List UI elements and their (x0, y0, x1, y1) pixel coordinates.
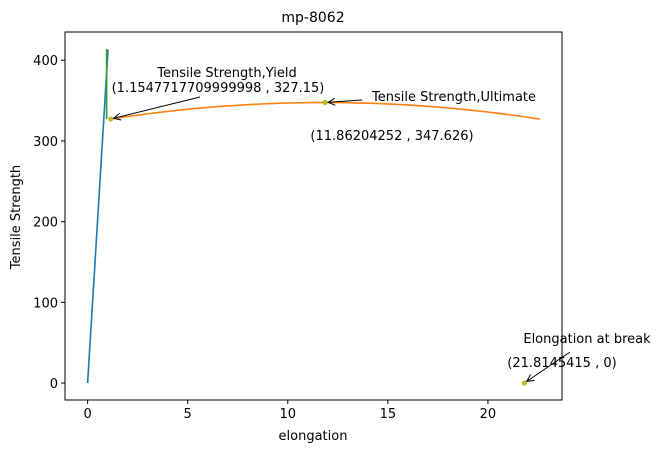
x-tick-label: 5 (184, 407, 192, 422)
data-point-3 (521, 380, 527, 386)
y-axis-label: Tensile Strength (9, 165, 24, 270)
annotation-coords-1: (1.1547717709999998 , 327.15) (112, 81, 325, 96)
x-tick-label: 0 (83, 407, 91, 422)
y-tick-label: 400 (33, 54, 58, 69)
annotation-arrow-1 (113, 96, 201, 119)
annotation-coords-3: (21.8145415 , 0) (507, 356, 616, 371)
annotation-arrowhead-3 (525, 374, 535, 382)
annotation-label-2: Tensile Strength,Ultimate (371, 90, 536, 105)
x-tick-label: 10 (280, 407, 297, 422)
y-tick-label: 300 (33, 135, 58, 150)
annotation-arrow-3 (526, 351, 571, 382)
annotation-coords-2: (11.86204252 , 347.626) (310, 129, 473, 144)
annotation-arrowhead-1 (112, 112, 122, 121)
axes-frame (64, 31, 563, 401)
y-tick-label: 200 (33, 216, 58, 231)
series-line-1 (86, 49, 109, 384)
annotation-arrow-2 (328, 99, 363, 103)
annotation-arrowhead-2 (326, 97, 336, 106)
y-tick-label: 100 (33, 296, 58, 311)
annotation-label-3: Elongation at break (523, 332, 651, 347)
x-tick-label: 20 (480, 407, 497, 422)
x-axis-label: elongation (279, 429, 348, 444)
data-point-1 (108, 116, 114, 122)
x-tick-label: 15 (380, 407, 397, 422)
data-point-2 (322, 99, 328, 106)
chart-title: mp-8062 (281, 10, 344, 26)
annotation-label-1: Tensile Strength,Yield (156, 66, 296, 81)
y-tick-label: 0 (50, 377, 58, 392)
